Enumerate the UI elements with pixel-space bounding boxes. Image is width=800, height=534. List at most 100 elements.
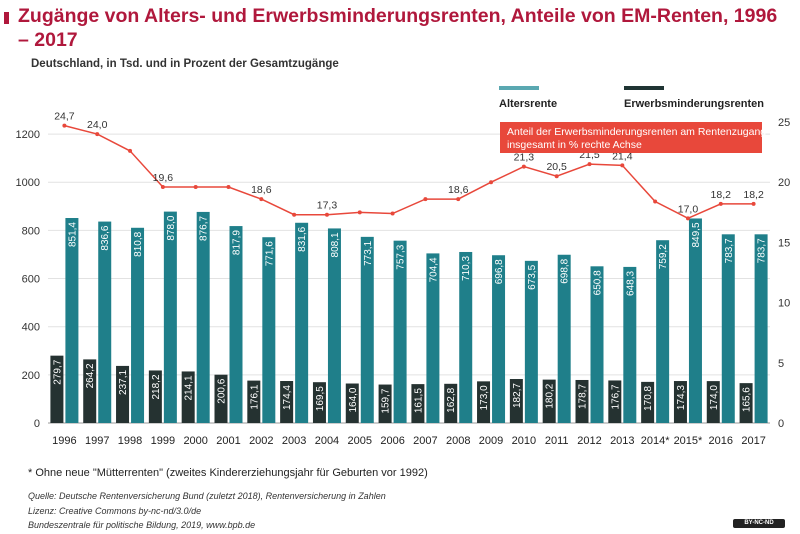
bar-altersrente-label: 876,7 <box>199 215 210 240</box>
publisher-line: Bundeszentrale für politische Bildung, 2… <box>28 520 256 530</box>
bar-em <box>706 381 720 423</box>
line-point-label: 20,5 <box>546 161 567 173</box>
bar-em-label: 176,7 <box>610 384 621 409</box>
x-axis-tick-label: 1998 <box>118 435 142 447</box>
x-axis-tick-label: 2007 <box>413 435 437 447</box>
bar-altersrente-label: 710,3 <box>461 256 472 281</box>
bar-em <box>83 359 97 423</box>
bar-em-label: 173,0 <box>479 385 490 410</box>
bar-altersrente-label: 831,6 <box>297 226 308 251</box>
line-point-label: 24,0 <box>87 119 108 131</box>
bar-altersrente-label: 696,8 <box>494 259 505 284</box>
y-axis-tick-label: 1000 <box>16 177 40 189</box>
line-point <box>259 197 264 202</box>
series-line-em-share <box>64 124 754 220</box>
bar-em <box>509 379 523 423</box>
bar-altersrente <box>393 240 407 423</box>
bar-em-label: 174,3 <box>676 385 687 410</box>
bar-altersrente-label: 773,1 <box>363 240 374 265</box>
bar-em-label: 164,0 <box>348 387 359 412</box>
bar-altersrente-label: 836,6 <box>100 225 111 250</box>
line-point <box>587 162 592 167</box>
x-axis-tick-label: 2009 <box>479 435 503 447</box>
legend-line-text-1: Anteil der Erwerbsminderungsrenten am Re… <box>507 126 766 138</box>
line-point <box>554 174 559 179</box>
line-point-label: 17,0 <box>678 203 699 215</box>
bar-altersrente-label: 650,8 <box>593 270 604 295</box>
y2-axis-tick-label: 15 <box>778 237 790 249</box>
bar-em-label: 279,7 <box>52 359 63 384</box>
bar-altersrente-label: 810,8 <box>133 231 144 256</box>
bar-altersrente <box>426 253 440 423</box>
y-axis-tick-label: 1200 <box>16 129 40 141</box>
y2-axis-tick-label: 5 <box>778 358 784 370</box>
bar-altersrente <box>229 226 243 423</box>
bar-altersrente-label: 783,7 <box>724 238 735 263</box>
legend-swatch-altersrente <box>499 86 539 90</box>
license-line: Lizenz: Creative Commons by-nc-nd/3.0/de <box>28 506 202 516</box>
bar-altersrente <box>295 222 309 423</box>
bar-altersrente-label: 817,9 <box>232 230 243 255</box>
bar-em-label: 264,2 <box>85 363 96 388</box>
bar-altersrente <box>623 266 637 423</box>
line-point <box>423 197 428 202</box>
bar-altersrente <box>459 251 473 423</box>
x-axis-tick-label: 2013 <box>610 435 634 447</box>
line-point <box>653 199 658 204</box>
bar-em-label: 237,1 <box>118 369 129 394</box>
bar-em <box>411 384 425 423</box>
bar-altersrente <box>196 211 210 423</box>
bar-em-label: 169,5 <box>315 386 326 411</box>
x-axis-tick-label: 2015* <box>674 435 703 447</box>
line-point-label: 18,2 <box>711 189 732 201</box>
y2-axis-tick-label: 0 <box>778 418 784 430</box>
footnote: * Ohne neue "Mütterrenten" (zweites Kind… <box>28 467 428 479</box>
bar-em <box>280 381 294 423</box>
bar-em-label: 200,6 <box>217 378 228 403</box>
bar-altersrente <box>65 218 79 423</box>
bar-altersrente-label: 648,3 <box>625 270 636 295</box>
bar-altersrente <box>262 237 276 423</box>
bar-altersrente-label: 849,5 <box>691 222 702 247</box>
bar-em-label: 180,2 <box>545 383 556 408</box>
line-point-label: 18,2 <box>743 189 764 201</box>
bar-em <box>214 374 228 423</box>
bar-em <box>345 383 359 423</box>
line-point <box>718 201 723 206</box>
legend-box-line <box>500 122 762 153</box>
bar-em-label: 178,7 <box>578 384 589 409</box>
x-axis-tick-label: 2012 <box>577 435 601 447</box>
y-axis-tick-label: 800 <box>22 225 40 237</box>
x-axis-tick-label: 2010 <box>512 435 536 447</box>
line-point <box>95 132 100 137</box>
x-axis-tick-label: 2004 <box>315 435 339 447</box>
legend-label-em: Erwerbsminderungsrenten <box>624 98 764 110</box>
line-point <box>751 201 756 206</box>
bar-altersrente-label: 757,3 <box>396 244 407 269</box>
bar-em <box>641 381 655 423</box>
bar-em <box>312 382 326 423</box>
x-axis-tick-label: 2011 <box>545 435 569 447</box>
bar-em <box>247 380 261 423</box>
x-axis-tick-label: 2014* <box>641 435 670 447</box>
line-point <box>390 211 395 216</box>
bar-em <box>181 371 195 423</box>
bar-altersrente-label: 704,4 <box>428 257 439 282</box>
bar-em <box>542 379 556 423</box>
y2-axis-tick-label: 10 <box>778 298 790 310</box>
line-point <box>62 123 67 128</box>
line-point <box>128 148 133 153</box>
line-point <box>685 216 690 221</box>
bar-em-label: 162,8 <box>446 387 457 412</box>
bar-altersrente <box>754 234 768 423</box>
bar-em <box>575 379 589 423</box>
bar-altersrente <box>524 260 538 423</box>
bar-altersrente-label: 673,5 <box>527 264 538 289</box>
bar-em <box>673 381 687 423</box>
x-axis-tick-label: 2002 <box>249 435 273 447</box>
bar-em-label: 170,8 <box>643 385 654 410</box>
x-axis-tick-label: 2001 <box>216 435 240 447</box>
bar-altersrente-label: 783,7 <box>757 238 768 263</box>
legend-swatch-em <box>624 86 664 90</box>
